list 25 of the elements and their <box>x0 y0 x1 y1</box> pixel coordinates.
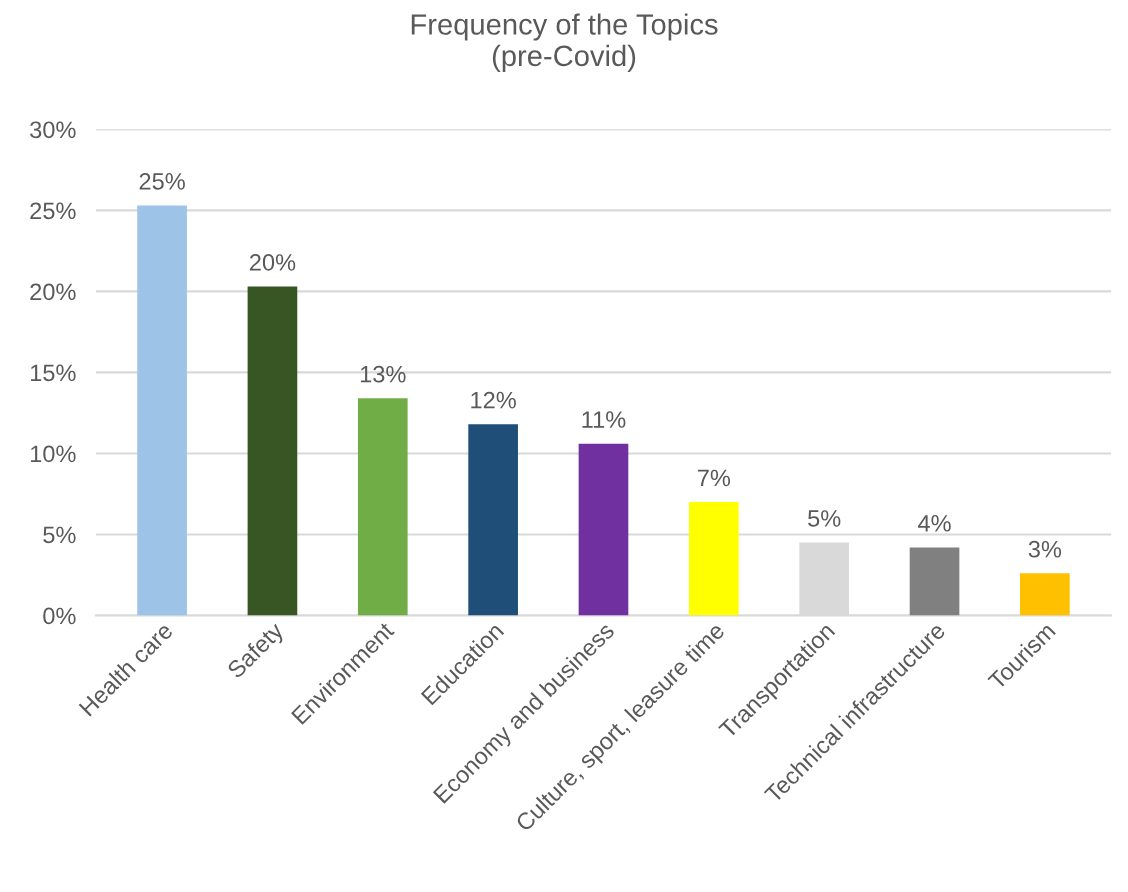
data-label: 20% <box>250 254 296 271</box>
data-label: 12% <box>471 391 516 409</box>
y-tick-label: 15% <box>30 364 76 382</box>
y-tick-label: 25% <box>30 202 76 220</box>
bar <box>357 398 408 616</box>
y-tick-label: 10% <box>30 445 76 463</box>
bar <box>468 424 518 616</box>
bar <box>247 286 298 616</box>
bar <box>578 443 629 616</box>
bar <box>1020 573 1070 616</box>
data-label: 25% <box>139 173 185 190</box>
data-label: 5% <box>808 510 841 527</box>
y-tick-label: 5% <box>43 526 76 544</box>
y-tick-label: 0% <box>43 607 76 625</box>
bar <box>689 502 739 616</box>
chart-title: Frequency of the Topics (pre-Covid) <box>411 13 718 72</box>
data-label: 4% <box>918 515 951 532</box>
y-tick-label: 20% <box>30 283 76 301</box>
y-tick-label: 30% <box>30 121 76 139</box>
data-label: 11% <box>582 411 626 428</box>
data-label: 13% <box>360 365 406 383</box>
data-label: 3% <box>1028 540 1062 558</box>
data-label: 7% <box>697 469 731 487</box>
bar <box>909 547 960 616</box>
bar <box>137 205 187 616</box>
